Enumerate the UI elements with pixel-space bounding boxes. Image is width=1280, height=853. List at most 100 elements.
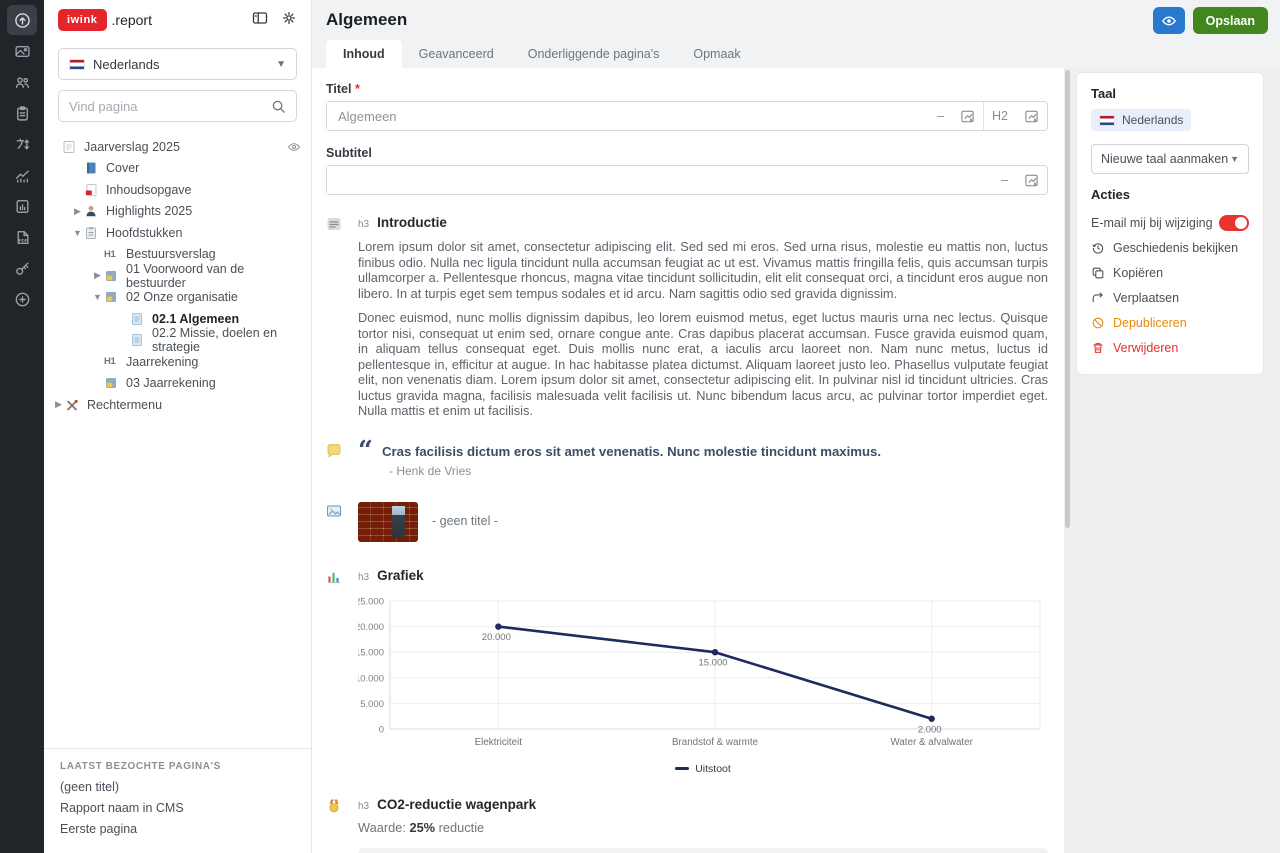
medal-icon[interactable] bbox=[326, 797, 346, 853]
save-button[interactable]: Opslaan bbox=[1192, 7, 1268, 34]
titel-input[interactable] bbox=[327, 102, 930, 130]
search-input[interactable] bbox=[69, 98, 271, 114]
unpublish-icon bbox=[1092, 317, 1104, 328]
control-divider bbox=[983, 102, 985, 130]
quote-text[interactable]: Cras facilisis dictum eros sit amet vene… bbox=[381, 443, 882, 459]
image-caption: - geen titel - bbox=[432, 513, 499, 528]
access-key-icon[interactable] bbox=[7, 253, 37, 283]
titel-field: – H2 bbox=[326, 101, 1048, 131]
content-scrollbar[interactable] bbox=[1065, 70, 1070, 528]
tree-item-02-onze-organisatie[interactable]: ▼ 02 Onze organisatie bbox=[44, 287, 311, 309]
add-icon[interactable] bbox=[7, 284, 37, 314]
action-verwijderen[interactable]: Verwijderen bbox=[1091, 335, 1249, 360]
chevron-right-icon[interactable]: ▶ bbox=[55, 399, 62, 410]
tree-item-hoofdstukken[interactable]: ▼ Hoofdstukken bbox=[44, 222, 311, 244]
tree-item-inhoudsopgave[interactable]: Inhoudsopgave bbox=[44, 179, 311, 201]
paragraph[interactable]: Lorem ipsum dolor sit amet, consectetur … bbox=[358, 239, 1048, 301]
tree-item-bestuursverslag[interactable]: H1 Bestuursverslag bbox=[104, 247, 216, 262]
tree-item-cover[interactable]: Cover bbox=[44, 158, 311, 180]
block-grafiek: h3 Grafiek 0 5.000 10.000 15.000 20.000 25.00… bbox=[326, 568, 1048, 775]
person-icon bbox=[84, 204, 99, 219]
recent-page-link[interactable]: Rapport naam in CMS bbox=[60, 801, 184, 815]
image-block-icon[interactable] bbox=[326, 502, 346, 542]
page-tree: Jaarverslag 2025 Cover Inhoudsopgave ▶ H… bbox=[44, 130, 311, 748]
block-title[interactable]: CO2-reductie wagenpark bbox=[377, 796, 537, 812]
move-icon bbox=[1092, 291, 1103, 302]
svg-text:15.000: 15.000 bbox=[358, 647, 384, 658]
goal-panel: Doelstelling 2025 Waarde: 50% bbox=[358, 847, 1048, 853]
page-icon bbox=[130, 311, 145, 326]
tree-item-jaarrekening[interactable]: H1 Jaarrekening bbox=[104, 354, 199, 369]
taal-title: Taal bbox=[1091, 86, 1117, 101]
tab-geavanceerd[interactable]: Geavanceerd bbox=[418, 47, 494, 61]
heading-tag: h3 bbox=[358, 800, 370, 812]
block-title[interactable]: Grafiek bbox=[377, 567, 424, 583]
tree-item-jaarverslag-2025[interactable]: Jaarverslag 2025 bbox=[44, 136, 311, 158]
main-area: Algemeen Opslaan Inhoud Geavanceerd Onde… bbox=[312, 0, 1280, 853]
remove-control[interactable]: – bbox=[937, 109, 945, 123]
statistics-icon[interactable] bbox=[7, 160, 37, 190]
product-name: .report bbox=[111, 12, 152, 28]
heading-level-control[interactable]: H2 bbox=[992, 109, 1008, 123]
visibility-icon[interactable] bbox=[287, 140, 301, 154]
subtitel-input[interactable] bbox=[327, 166, 994, 194]
action-kopieren[interactable]: Kopiëren bbox=[1091, 260, 1249, 285]
tab-inhoud[interactable]: Inhoud bbox=[326, 40, 402, 68]
translate-icon[interactable] bbox=[7, 129, 37, 159]
publish-icon[interactable] bbox=[7, 5, 37, 35]
insert-chart-icon[interactable] bbox=[1016, 102, 1047, 130]
action-email-toggle: E-mail mij bij wijziging bbox=[1091, 210, 1249, 235]
text-block-icon[interactable] bbox=[326, 215, 346, 419]
svg-text:15.000: 15.000 bbox=[698, 657, 727, 668]
clipboard-icon[interactable] bbox=[7, 98, 37, 128]
new-language-select[interactable]: Nieuwe taal aanmaken ▼ bbox=[1091, 144, 1249, 174]
block-title[interactable]: Introductie bbox=[377, 215, 447, 230]
tree-item-rechtermenu[interactable]: ▶ Rechtermenu bbox=[44, 394, 311, 416]
chevron-down-icon[interactable]: ▼ bbox=[73, 227, 82, 238]
remove-control[interactable]: – bbox=[1001, 173, 1008, 187]
iwink-logo[interactable]: iwink bbox=[58, 9, 107, 31]
legend-label: Uitstoot bbox=[695, 762, 731, 775]
insert-chart-icon[interactable] bbox=[1016, 166, 1047, 194]
language-selector[interactable]: Nederlands ▼ bbox=[58, 48, 297, 80]
recent-page-link[interactable]: (geen titel) bbox=[60, 780, 120, 794]
tab-onderliggende-paginas[interactable]: Onderliggende pagina's bbox=[527, 47, 660, 61]
quote-bubble-icon[interactable] bbox=[326, 442, 346, 478]
search-icon[interactable] bbox=[271, 99, 286, 114]
action-verplaatsen[interactable]: Verplaatsen bbox=[1091, 285, 1249, 310]
chart-block-icon[interactable] bbox=[326, 568, 346, 775]
preview-button[interactable] bbox=[1152, 7, 1185, 34]
tab-opmaak[interactable]: Opmaak bbox=[693, 47, 741, 61]
tree-item-highlights-2025[interactable]: ▶ Highlights 2025 bbox=[44, 201, 311, 223]
line-chart[interactable]: 0 5.000 10.000 15.000 20.000 25.000 20.000 15.0… bbox=[355, 593, 1048, 775]
chapter-icon bbox=[104, 376, 119, 391]
settings-gear-icon[interactable] bbox=[281, 10, 297, 31]
page-icon bbox=[130, 333, 145, 348]
chevron-right-icon[interactable]: ▶ bbox=[74, 205, 81, 216]
tab-bar: Inhoud Geavanceerd Onderliggende pagina'… bbox=[312, 40, 1280, 68]
report-document-icon[interactable] bbox=[7, 191, 37, 221]
action-depubliceren[interactable]: Depubliceren bbox=[1091, 310, 1249, 335]
tree-item-01-voorwoord[interactable]: ▶ 01 Voorwoord van de bestuurder bbox=[44, 262, 311, 290]
chevron-down-icon: ▼ bbox=[276, 58, 286, 70]
insert-chart-icon[interactable] bbox=[952, 102, 983, 130]
image-thumbnail[interactable] bbox=[358, 501, 418, 542]
tree-item-02-1-algemeen[interactable]: 02.1 Algemeen bbox=[44, 308, 311, 330]
kpi-value: Waarde: 25% reductie bbox=[358, 819, 485, 835]
tree-item-03-jaarrekening[interactable]: 03 Jaarrekening bbox=[44, 373, 311, 395]
email-toggle-on[interactable] bbox=[1219, 214, 1249, 231]
recent-page-link[interactable]: Eerste pagina bbox=[60, 822, 138, 836]
sidebar-header: iwink .report bbox=[44, 0, 311, 40]
panel-toggle-icon[interactable] bbox=[252, 10, 268, 31]
svg-text:0: 0 bbox=[379, 724, 384, 735]
chevron-right-icon[interactable]: ▶ bbox=[94, 270, 101, 281]
subtitel-label: Subtitel bbox=[326, 146, 372, 160]
users-icon[interactable] bbox=[7, 67, 37, 97]
media-icon[interactable] bbox=[7, 36, 37, 66]
chevron-down-icon[interactable]: ▼ bbox=[93, 292, 102, 303]
pdf-export-icon[interactable]: PDF bbox=[7, 222, 37, 252]
paragraph[interactable]: Donec euismod, nunc mollis dignissim dap… bbox=[358, 310, 1048, 418]
language-badge[interactable]: Nederlands bbox=[1091, 109, 1192, 131]
action-geschiedenis[interactable]: Geschiedenis bekijken bbox=[1091, 235, 1249, 260]
tree-item-02-2-missie[interactable]: 02.2 Missie, doelen en strategie bbox=[44, 326, 311, 354]
